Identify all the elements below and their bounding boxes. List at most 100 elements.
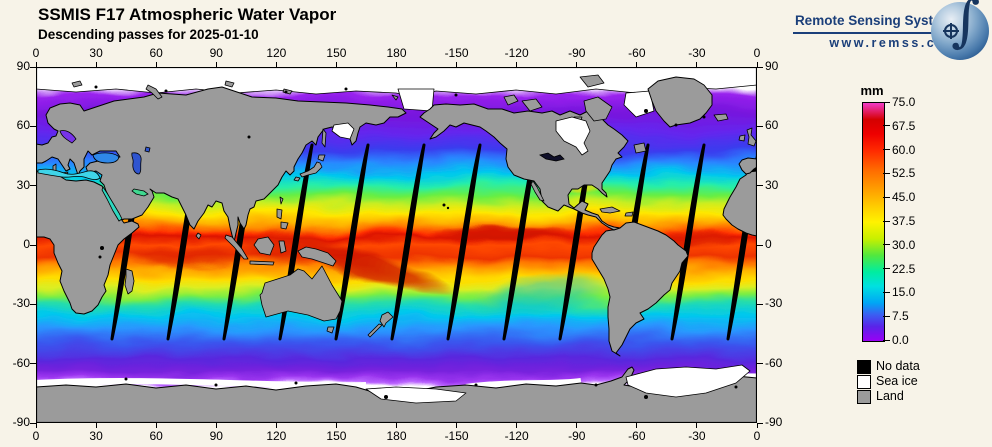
lat-tick-mark bbox=[757, 185, 763, 187]
lon-tick-mark bbox=[95, 423, 97, 428]
colorbar-tick-label: 67.5 bbox=[892, 118, 916, 133]
lon-tick-label: -60 bbox=[628, 46, 646, 60]
colorbar-tick-mark bbox=[883, 339, 890, 341]
lon-tick-label: 120 bbox=[266, 46, 287, 60]
lon-tick-mark bbox=[155, 423, 157, 428]
swath-gap bbox=[670, 143, 706, 341]
colorbar-tick-label: 52.5 bbox=[892, 166, 916, 181]
world-map-svg bbox=[21, 57, 772, 433]
lon-tick-label: -150 bbox=[444, 46, 469, 60]
lon-tick-label: -120 bbox=[504, 429, 529, 443]
lon-tick-label: 120 bbox=[266, 429, 287, 443]
lon-tick-mark bbox=[756, 62, 758, 67]
sea-ice-over-layer bbox=[331, 116, 751, 404]
lon-tick-label: -90 bbox=[568, 46, 586, 60]
colorbar-tick-label: 22.5 bbox=[892, 261, 916, 276]
earth-globe-icon: ∫ bbox=[931, 0, 989, 60]
lon-tick-mark bbox=[696, 62, 698, 67]
lon-tick-mark bbox=[696, 423, 698, 428]
colorbar-tick-mark bbox=[883, 220, 890, 222]
lat-tick-label: 0 bbox=[23, 237, 30, 251]
world-map bbox=[21, 57, 772, 433]
map-frame bbox=[35, 66, 758, 424]
lat-tick-label: 60 bbox=[765, 118, 779, 133]
lon-tick-label: 180 bbox=[386, 429, 407, 443]
lon-tick-label: 90 bbox=[209, 429, 223, 443]
lat-tick-label: 30 bbox=[765, 177, 779, 192]
legend-swatch-no-data bbox=[857, 360, 871, 374]
lon-tick-label: 150 bbox=[326, 429, 347, 443]
lon-tick-label: -90 bbox=[568, 429, 586, 443]
speckle-layer bbox=[94, 85, 738, 399]
lat-tick-mark bbox=[30, 66, 36, 68]
swath-gap bbox=[502, 143, 538, 341]
lat-tick-mark bbox=[757, 66, 763, 68]
lat-tick-mark bbox=[30, 422, 36, 424]
logo-underline bbox=[793, 32, 983, 34]
lon-tick-mark bbox=[35, 423, 37, 428]
page-subtitle: Descending passes for 2025-01-10 bbox=[38, 27, 259, 42]
lon-tick-mark bbox=[35, 62, 37, 67]
lon-tick-label: 30 bbox=[89, 429, 103, 443]
lon-tick-label: 0 bbox=[753, 46, 761, 60]
legend-label: Land bbox=[876, 389, 904, 403]
logo-name: Remote Sensing Systems bbox=[794, 13, 960, 28]
lon-tick-label: 0 bbox=[32, 429, 40, 443]
lat-tick-label: -60 bbox=[12, 355, 30, 370]
colorbar-tick-mark bbox=[883, 196, 890, 198]
colorbar-tick-mark bbox=[883, 125, 890, 127]
lat-tick-label: -60 bbox=[765, 355, 783, 370]
legend-row: No data bbox=[857, 359, 977, 375]
lon-tick-label: -150 bbox=[444, 429, 469, 443]
swath-gap bbox=[446, 143, 482, 341]
colorbar-tick-label: 45.0 bbox=[892, 190, 916, 205]
lat-tick-label: -30 bbox=[765, 296, 783, 311]
lat-tick-mark bbox=[757, 422, 763, 424]
colorbar-tick-mark bbox=[883, 315, 890, 317]
lat-tick-label: 60 bbox=[16, 118, 30, 133]
lon-tick-mark bbox=[335, 423, 337, 428]
lon-tick-mark bbox=[335, 62, 337, 67]
lat-tick-mark bbox=[30, 303, 36, 305]
lon-tick-label: 0 bbox=[32, 46, 40, 60]
lat-tick-mark bbox=[757, 244, 763, 246]
colorbar-tick-label: 30.0 bbox=[892, 237, 916, 252]
swath-gap bbox=[558, 143, 594, 341]
colorbar-tick-label: 75.0 bbox=[892, 95, 916, 109]
colorbar bbox=[862, 102, 885, 342]
lon-tick-label: 0 bbox=[753, 429, 761, 443]
lon-tick-mark bbox=[576, 62, 578, 67]
lat-tick-label: -30 bbox=[12, 296, 30, 311]
lat-tick-mark bbox=[30, 125, 36, 127]
colorbar-tick-mark bbox=[883, 149, 890, 151]
colorbar-tick-label: 60.0 bbox=[892, 142, 916, 157]
lon-tick-label: -120 bbox=[504, 46, 529, 60]
swath-gap bbox=[390, 143, 426, 341]
lon-tick-label: -60 bbox=[628, 429, 646, 443]
legend-swatch-sea-ice bbox=[857, 375, 871, 389]
lat-tick-label: -90 bbox=[765, 415, 783, 429]
lon-tick-label: 90 bbox=[209, 46, 223, 60]
moisture-blob bbox=[426, 226, 582, 242]
lon-tick-mark bbox=[396, 62, 397, 67]
legend-label: Sea ice bbox=[876, 374, 918, 388]
lon-tick-mark bbox=[516, 62, 518, 67]
swath-gap bbox=[334, 143, 370, 341]
logo-url-link[interactable]: www.remss.com bbox=[829, 36, 960, 50]
lat-tick-mark bbox=[757, 125, 763, 127]
lat-tick-mark bbox=[30, 363, 36, 365]
lat-tick-label: 90 bbox=[16, 59, 30, 73]
colorbar-tick-label: 7.5 bbox=[892, 309, 909, 324]
colorbar-tick-mark bbox=[883, 244, 890, 246]
lat-tick-label: -90 bbox=[12, 415, 30, 429]
colorbar-tick-label: 0.0 bbox=[892, 333, 909, 347]
legend-row: Sea ice bbox=[857, 374, 977, 390]
crosshair-circle-icon bbox=[943, 23, 959, 39]
lon-tick-label: 150 bbox=[326, 46, 347, 60]
lon-tick-mark bbox=[275, 423, 277, 428]
lon-tick-mark bbox=[636, 62, 638, 67]
lon-tick-mark bbox=[396, 423, 397, 428]
colorbar-tick-mark bbox=[883, 268, 890, 270]
lon-tick-label: -30 bbox=[688, 46, 706, 60]
